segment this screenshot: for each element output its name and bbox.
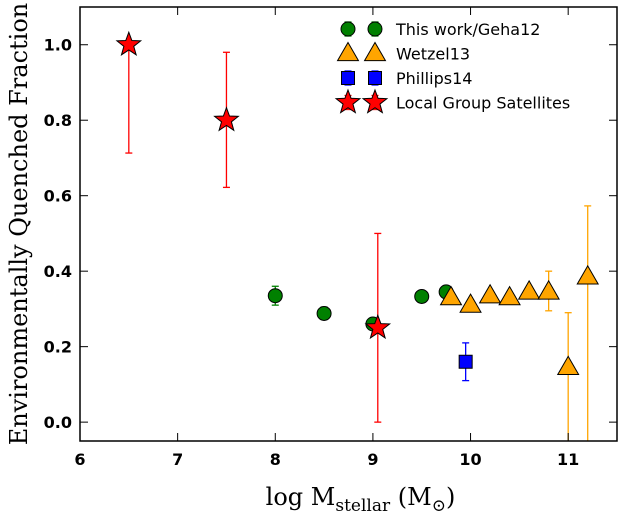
plot-frame [79, 6, 618, 442]
legend-marker [341, 71, 355, 85]
series-phillips14 [458, 342, 473, 382]
y-tick-label: 0.4 [44, 262, 72, 281]
data-point [478, 283, 502, 304]
y-tick-label: 1.0 [44, 36, 72, 55]
x-tick-label: 6 [74, 450, 85, 469]
data-point [115, 30, 143, 57]
x-axis-title-unit-sub: ⊙ [432, 496, 446, 514]
x-axis-title: log Mstellar (M⊙) [266, 483, 456, 514]
data-point [316, 305, 332, 321]
axis-ticks: 6 7 8 9 10 11 0.0 0.2 0.4 0.6 0.8 1.0 [44, 7, 617, 469]
data-point [537, 279, 560, 300]
data-point [576, 264, 600, 285]
y-tick-label: 0.0 [44, 413, 72, 432]
series-wetzel13 [439, 205, 600, 441]
legend-label: Local Group Satellites [396, 94, 570, 113]
x-axis-title-sub: stellar [335, 496, 391, 514]
x-tick-label: 10 [459, 450, 481, 469]
data-point [556, 355, 580, 376]
legend-marker [336, 41, 360, 62]
legend-marker [367, 21, 383, 37]
legend-label: Phillips14 [396, 69, 472, 88]
legend: This work/Geha12 Wetzel13 Phillips14 Local … [334, 20, 570, 114]
data-point [414, 288, 430, 304]
legend-marker [363, 41, 387, 62]
plot-markers [115, 30, 600, 441]
x-tick-label: 9 [367, 450, 378, 469]
series-this-work-geha12 [267, 284, 454, 332]
data-point [498, 285, 521, 306]
x-axis-title-main: log M [266, 483, 336, 511]
x-axis-title-unit: (M [390, 483, 432, 511]
y-tick-label: 0.8 [44, 111, 72, 130]
x-tick-label: 7 [172, 450, 183, 469]
data-point [458, 354, 473, 369]
legend-marker [334, 88, 362, 114]
legend-marker [368, 71, 382, 85]
legend-item-phillips14: Phillips14 [341, 69, 472, 88]
legend-label: Wetzel13 [396, 45, 470, 64]
legend-label: This work/Geha12 [395, 20, 540, 39]
data-point [267, 288, 283, 304]
legend-marker [361, 88, 389, 114]
data-point [364, 313, 392, 340]
data-point [517, 279, 541, 300]
x-axis-title-unit-close: ) [446, 483, 455, 511]
legend-marker [340, 21, 356, 37]
legend-item-local-group-satellites: Local Group Satellites [334, 88, 570, 114]
legend-item-this-work-geha12: This work/Geha12 [340, 20, 540, 39]
data-point [439, 285, 463, 306]
legend-item-wetzel13: Wetzel13 [336, 41, 470, 64]
x-tick-label: 11 [557, 450, 579, 469]
x-tick-label: 8 [270, 450, 281, 469]
y-tick-label: 0.2 [44, 338, 72, 357]
series-local-group-satellites [115, 30, 392, 423]
y-tick-label: 0.6 [44, 187, 72, 206]
data-point [459, 293, 482, 313]
data-point [213, 106, 240, 132]
y-axis-title: Environmentally Quenched Fraction [5, 3, 33, 446]
